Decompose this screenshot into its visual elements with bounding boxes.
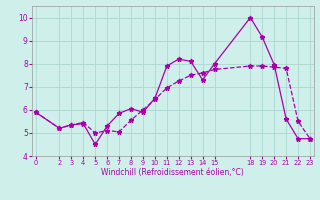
X-axis label: Windchill (Refroidissement éolien,°C): Windchill (Refroidissement éolien,°C) [101,168,244,177]
